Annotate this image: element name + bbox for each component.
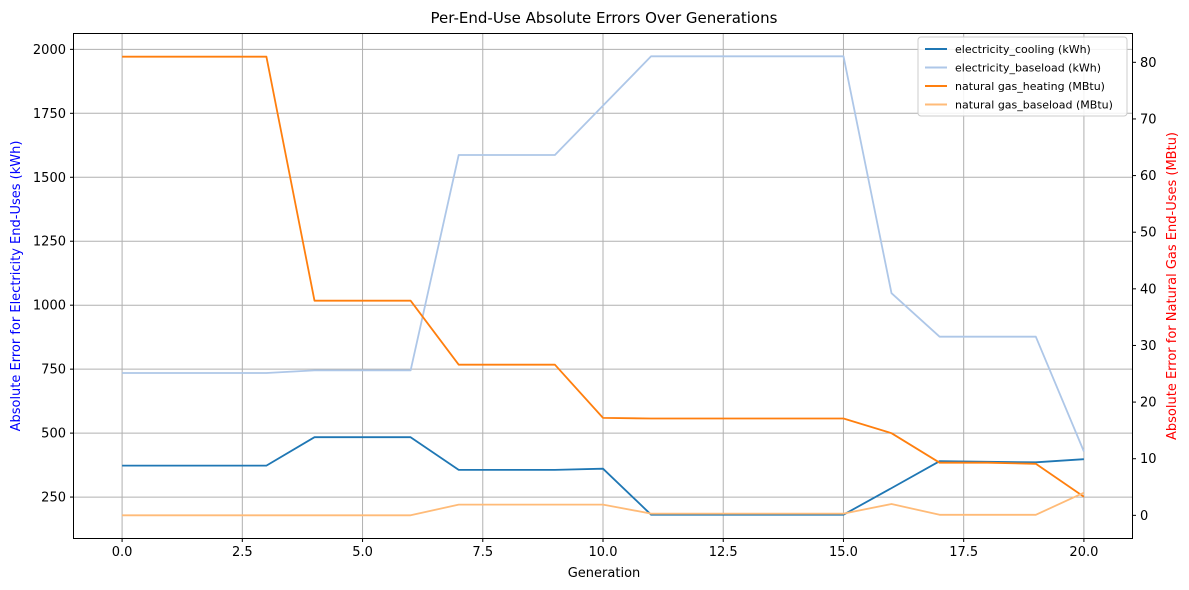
grid-lines — [74, 34, 1132, 538]
legend-label: natural gas_heating (MBtu) — [955, 80, 1105, 93]
series-line-electricity-cooling-kwh — [122, 436, 1084, 516]
right-y-tick-label: 80 — [1140, 56, 1157, 71]
x-tick-label: 15.0 — [829, 545, 858, 560]
legend-label: electricity_baseload (kWh) — [955, 62, 1101, 75]
right-y-axis: 0 10 20 30 40 50 60 70 80 — [1132, 56, 1157, 524]
right-y-tick-label: 50 — [1140, 226, 1157, 241]
right-y-axis-label: Absolute Error for Natural Gas End-Uses … — [1165, 132, 1180, 440]
x-tick-label: 20.0 — [1069, 545, 1098, 560]
x-tick-label: 5.0 — [352, 545, 373, 560]
left-y-tick-label: 500 — [41, 427, 66, 442]
left-y-tick-label: 1000 — [33, 299, 66, 314]
right-y-tick-label: 40 — [1140, 282, 1157, 297]
series-line-natural-gas-baseload-mbtu — [122, 491, 1085, 517]
legend-label: natural gas_baseload (MBtu) — [955, 99, 1113, 112]
x-axis: 0.0 2.5 5.0 7.5 10.0 12.5 15.0 17.5 20.0 — [112, 538, 1098, 560]
left-y-tick-label: 750 — [41, 363, 66, 378]
right-y-tick-label: 20 — [1140, 396, 1157, 411]
left-y-axis: 250 500 750 1000 1250 1500 1750 2000 — [33, 43, 74, 506]
x-tick-label: 17.5 — [949, 545, 978, 560]
right-y-tick-label: 70 — [1140, 112, 1157, 127]
x-tick-label: 2.5 — [232, 545, 253, 560]
series-line-natural-gas-heating-mbtu — [122, 55, 1085, 498]
right-y-tick-label: 10 — [1140, 452, 1157, 467]
left-y-tick-label: 1500 — [33, 171, 66, 186]
series-lines — [122, 55, 1085, 517]
legend: electricity_cooling (kWh) electricity_bas… — [917, 36, 1128, 117]
x-tick-label: 12.5 — [709, 545, 738, 560]
x-tick-label: 0.0 — [112, 545, 133, 560]
legend-label: electricity_cooling (kWh) — [955, 43, 1091, 56]
right-y-tick-label: 30 — [1140, 339, 1157, 354]
left-y-tick-label: 2000 — [33, 43, 66, 58]
left-y-tick-label: 250 — [41, 491, 66, 506]
x-tick-label: 10.0 — [589, 545, 618, 560]
left-y-axis-label: Absolute Error for Electricity End-Uses … — [9, 141, 24, 432]
right-y-tick-label: 0 — [1140, 509, 1148, 524]
legend-box — [917, 36, 1128, 117]
left-y-tick-label: 1750 — [33, 107, 66, 122]
right-y-tick-label: 60 — [1140, 169, 1157, 184]
chart-title: Per-End-Use Absolute Errors Over Generat… — [431, 9, 778, 27]
series-line-electricity-baseload-kwh — [122, 55, 1085, 452]
left-y-tick-label: 1250 — [33, 235, 66, 250]
x-axis-label: Generation — [568, 566, 641, 581]
x-tick-label: 7.5 — [472, 545, 493, 560]
